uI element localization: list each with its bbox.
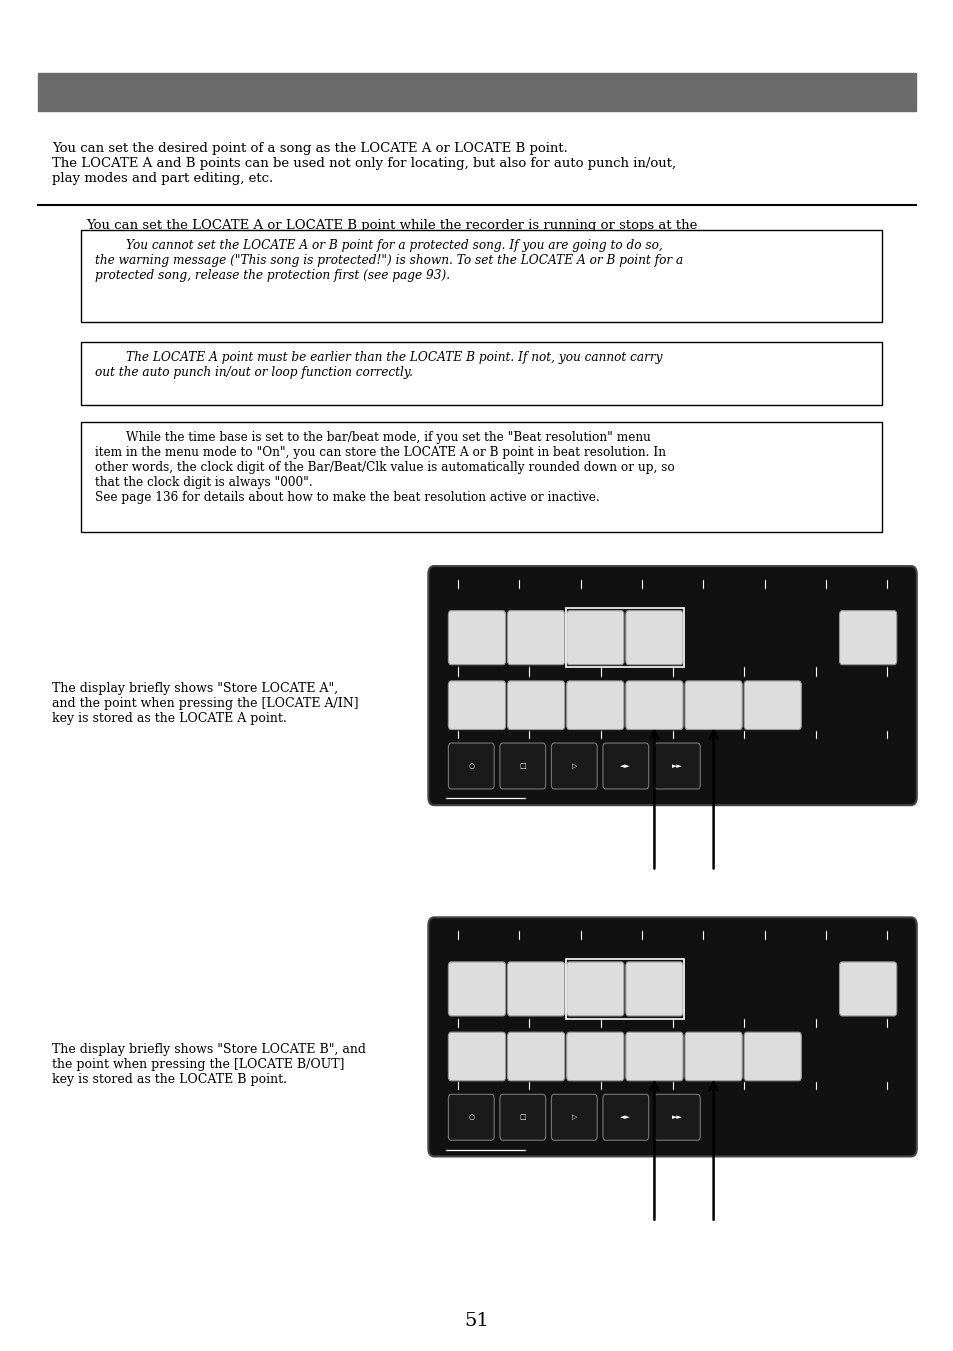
Text: □: □ [519,763,525,769]
Text: ◄►: ◄► [619,1115,631,1120]
FancyBboxPatch shape [625,611,682,665]
FancyBboxPatch shape [507,681,564,730]
FancyBboxPatch shape [448,1032,505,1081]
FancyBboxPatch shape [625,1032,682,1081]
FancyBboxPatch shape [566,611,623,665]
FancyBboxPatch shape [448,681,505,730]
Bar [565,959,683,1019]
FancyBboxPatch shape [743,681,801,730]
FancyBboxPatch shape [743,1032,801,1081]
FancyBboxPatch shape [566,681,623,730]
FancyBboxPatch shape [839,611,896,665]
FancyBboxPatch shape [551,743,597,789]
FancyBboxPatch shape [428,917,916,1156]
FancyBboxPatch shape [507,962,564,1016]
FancyBboxPatch shape [625,681,682,730]
FancyBboxPatch shape [448,962,505,1016]
FancyBboxPatch shape [654,743,700,789]
FancyBboxPatch shape [684,1032,741,1081]
Bar [81,422,882,532]
FancyBboxPatch shape [625,962,682,1016]
FancyBboxPatch shape [602,1094,648,1140]
FancyBboxPatch shape [602,743,648,789]
Text: 51: 51 [464,1312,489,1331]
Text: You cannot set the LOCATE A or B point for a protected song. If you are going to: You cannot set the LOCATE A or B point f… [95,239,683,282]
Text: ►►: ►► [671,1115,682,1120]
FancyBboxPatch shape [428,566,916,805]
Text: ▷: ▷ [571,763,577,769]
Bar [81,230,882,322]
FancyBboxPatch shape [448,743,494,789]
Text: You can set the LOCATE A or LOCATE B point while the recorder is running or stop: You can set the LOCATE A or LOCATE B poi… [86,219,697,247]
Text: ◄►: ◄► [619,763,631,769]
FancyBboxPatch shape [566,962,623,1016]
FancyBboxPatch shape [499,743,545,789]
FancyBboxPatch shape [448,1094,494,1140]
Text: ○: ○ [468,1115,474,1120]
FancyBboxPatch shape [839,962,896,1016]
Text: You can set the desired point of a song as the LOCATE A or LOCATE B point.
The L: You can set the desired point of a song … [52,142,676,185]
Text: ►►: ►► [671,763,682,769]
FancyBboxPatch shape [566,1032,623,1081]
Text: ▷: ▷ [571,1115,577,1120]
Text: □: □ [519,1115,525,1120]
Bar [38,73,915,111]
FancyBboxPatch shape [448,611,505,665]
FancyBboxPatch shape [507,1032,564,1081]
Text: While the time base is set to the bar/beat mode, if you set the "Beat resolution: While the time base is set to the bar/be… [95,431,675,504]
Bar [81,342,882,405]
FancyBboxPatch shape [499,1094,545,1140]
Text: The display briefly shows "Store LOCATE B", and
the point when pressing the [LOC: The display briefly shows "Store LOCATE … [52,1043,366,1086]
Text: ○: ○ [468,763,474,769]
FancyBboxPatch shape [684,681,741,730]
FancyBboxPatch shape [654,1094,700,1140]
Text: The display briefly shows "Store LOCATE A",
and the point when pressing the [LOC: The display briefly shows "Store LOCATE … [52,682,358,725]
FancyBboxPatch shape [507,611,564,665]
Bar [565,608,683,667]
Text: The LOCATE A point must be earlier than the LOCATE B point. If not, you cannot c: The LOCATE A point must be earlier than … [95,351,662,380]
FancyBboxPatch shape [551,1094,597,1140]
